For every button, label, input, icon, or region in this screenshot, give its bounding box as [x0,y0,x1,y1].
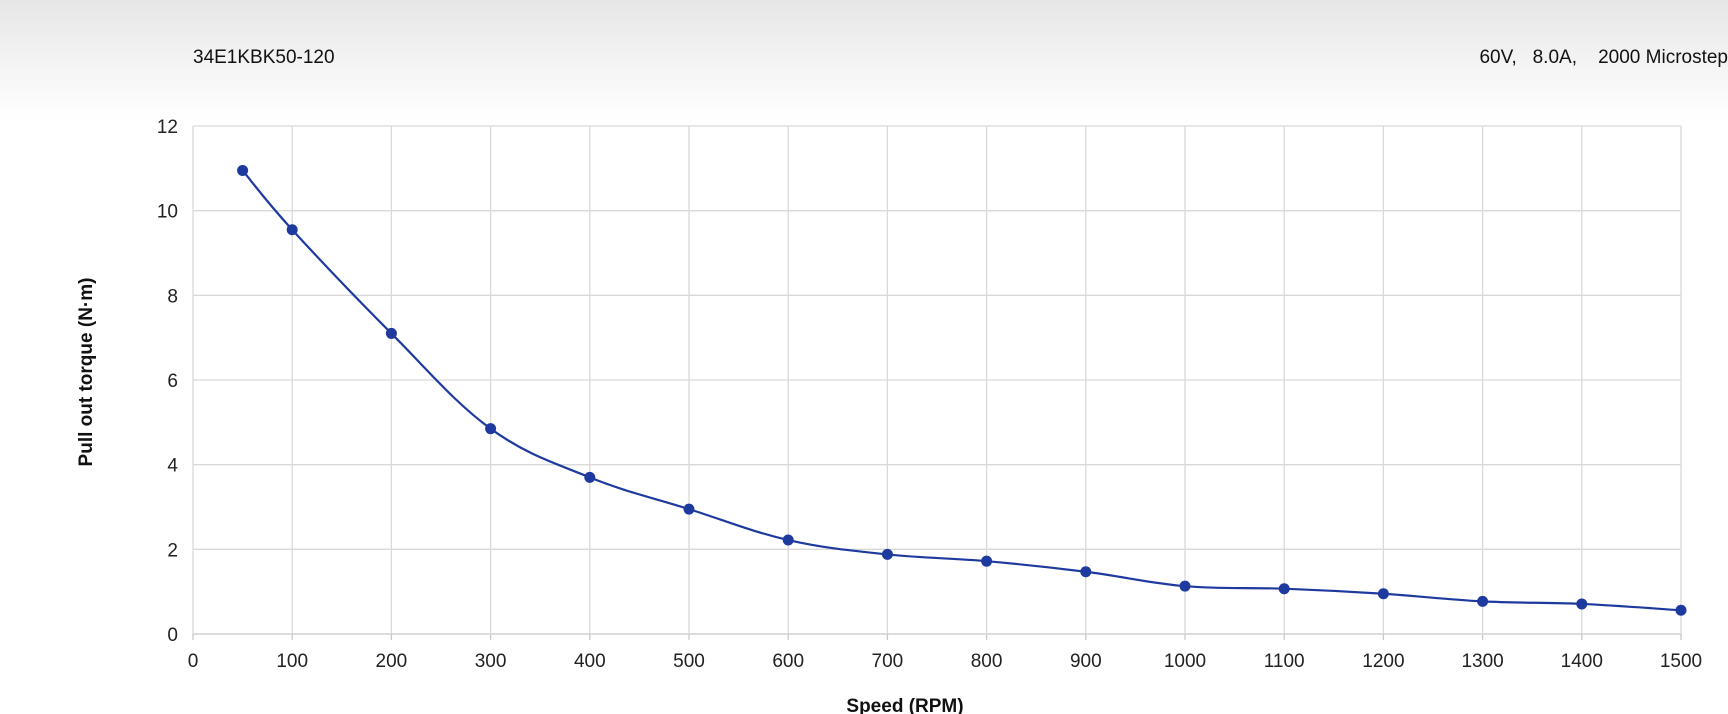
y-tick-label: 6 [167,371,178,392]
x-tick-label: 100 [276,651,308,672]
x-tick-label: 0 [188,651,199,672]
series [237,164,1687,616]
torque-series-line [241,169,1682,612]
motor-model-label: 34E1KBK50-120 [193,47,335,68]
y-axis-ticks: 0 2 4 6 8 10 12 [157,117,179,646]
y-tick-label: 8 [167,286,178,307]
data-point [782,534,794,546]
x-axis-title: Speed (RPM) [846,696,963,714]
x-tick-label: 600 [772,651,804,672]
x-tick-label: 200 [376,651,408,672]
x-tick-label: 900 [1070,651,1102,672]
y-tick-label: 10 [157,202,178,223]
data-point [485,423,497,435]
y-tick-label: 4 [167,456,178,477]
drive-spec-label: 60V, 8.0A, 2000 Microstep [1479,47,1728,68]
y-tick-label: 2 [167,540,178,561]
data-point [286,224,298,236]
x-axis-ticks: 0 100 200 300 400 500 600 700 800 900 1000 1100 1200… [188,651,1702,672]
x-tick-label: 800 [971,651,1003,672]
data-point [237,164,249,176]
y-axis-title: Pull out torque (N·m) [76,278,97,467]
x-tick-label: 1200 [1362,651,1404,672]
x-tick-label: 700 [872,651,904,672]
data-point [1080,566,1092,578]
data-point [1576,598,1588,610]
data-point [584,471,596,483]
x-tick-label: 1100 [1264,651,1305,672]
data-point [981,555,993,567]
x-tick-label: 1300 [1461,651,1503,672]
x-tick-label: 400 [574,651,606,672]
data-point [1377,588,1389,600]
x-tick-label: 500 [673,651,705,672]
x-tick-label: 1400 [1561,651,1603,672]
data-point [1179,580,1191,592]
data-point [683,503,695,515]
data-point [1477,595,1489,607]
data-point [1675,604,1687,616]
x-tick-label: 300 [475,651,507,672]
x-tick-label: 1000 [1164,651,1206,672]
x-tick-label: 1500 [1660,651,1702,672]
data-point [881,548,893,560]
y-tick-label: 0 [167,625,178,646]
data-point [385,327,397,339]
y-tick-label: 12 [157,117,178,138]
grid [192,125,1682,640]
data-point [1278,583,1290,595]
